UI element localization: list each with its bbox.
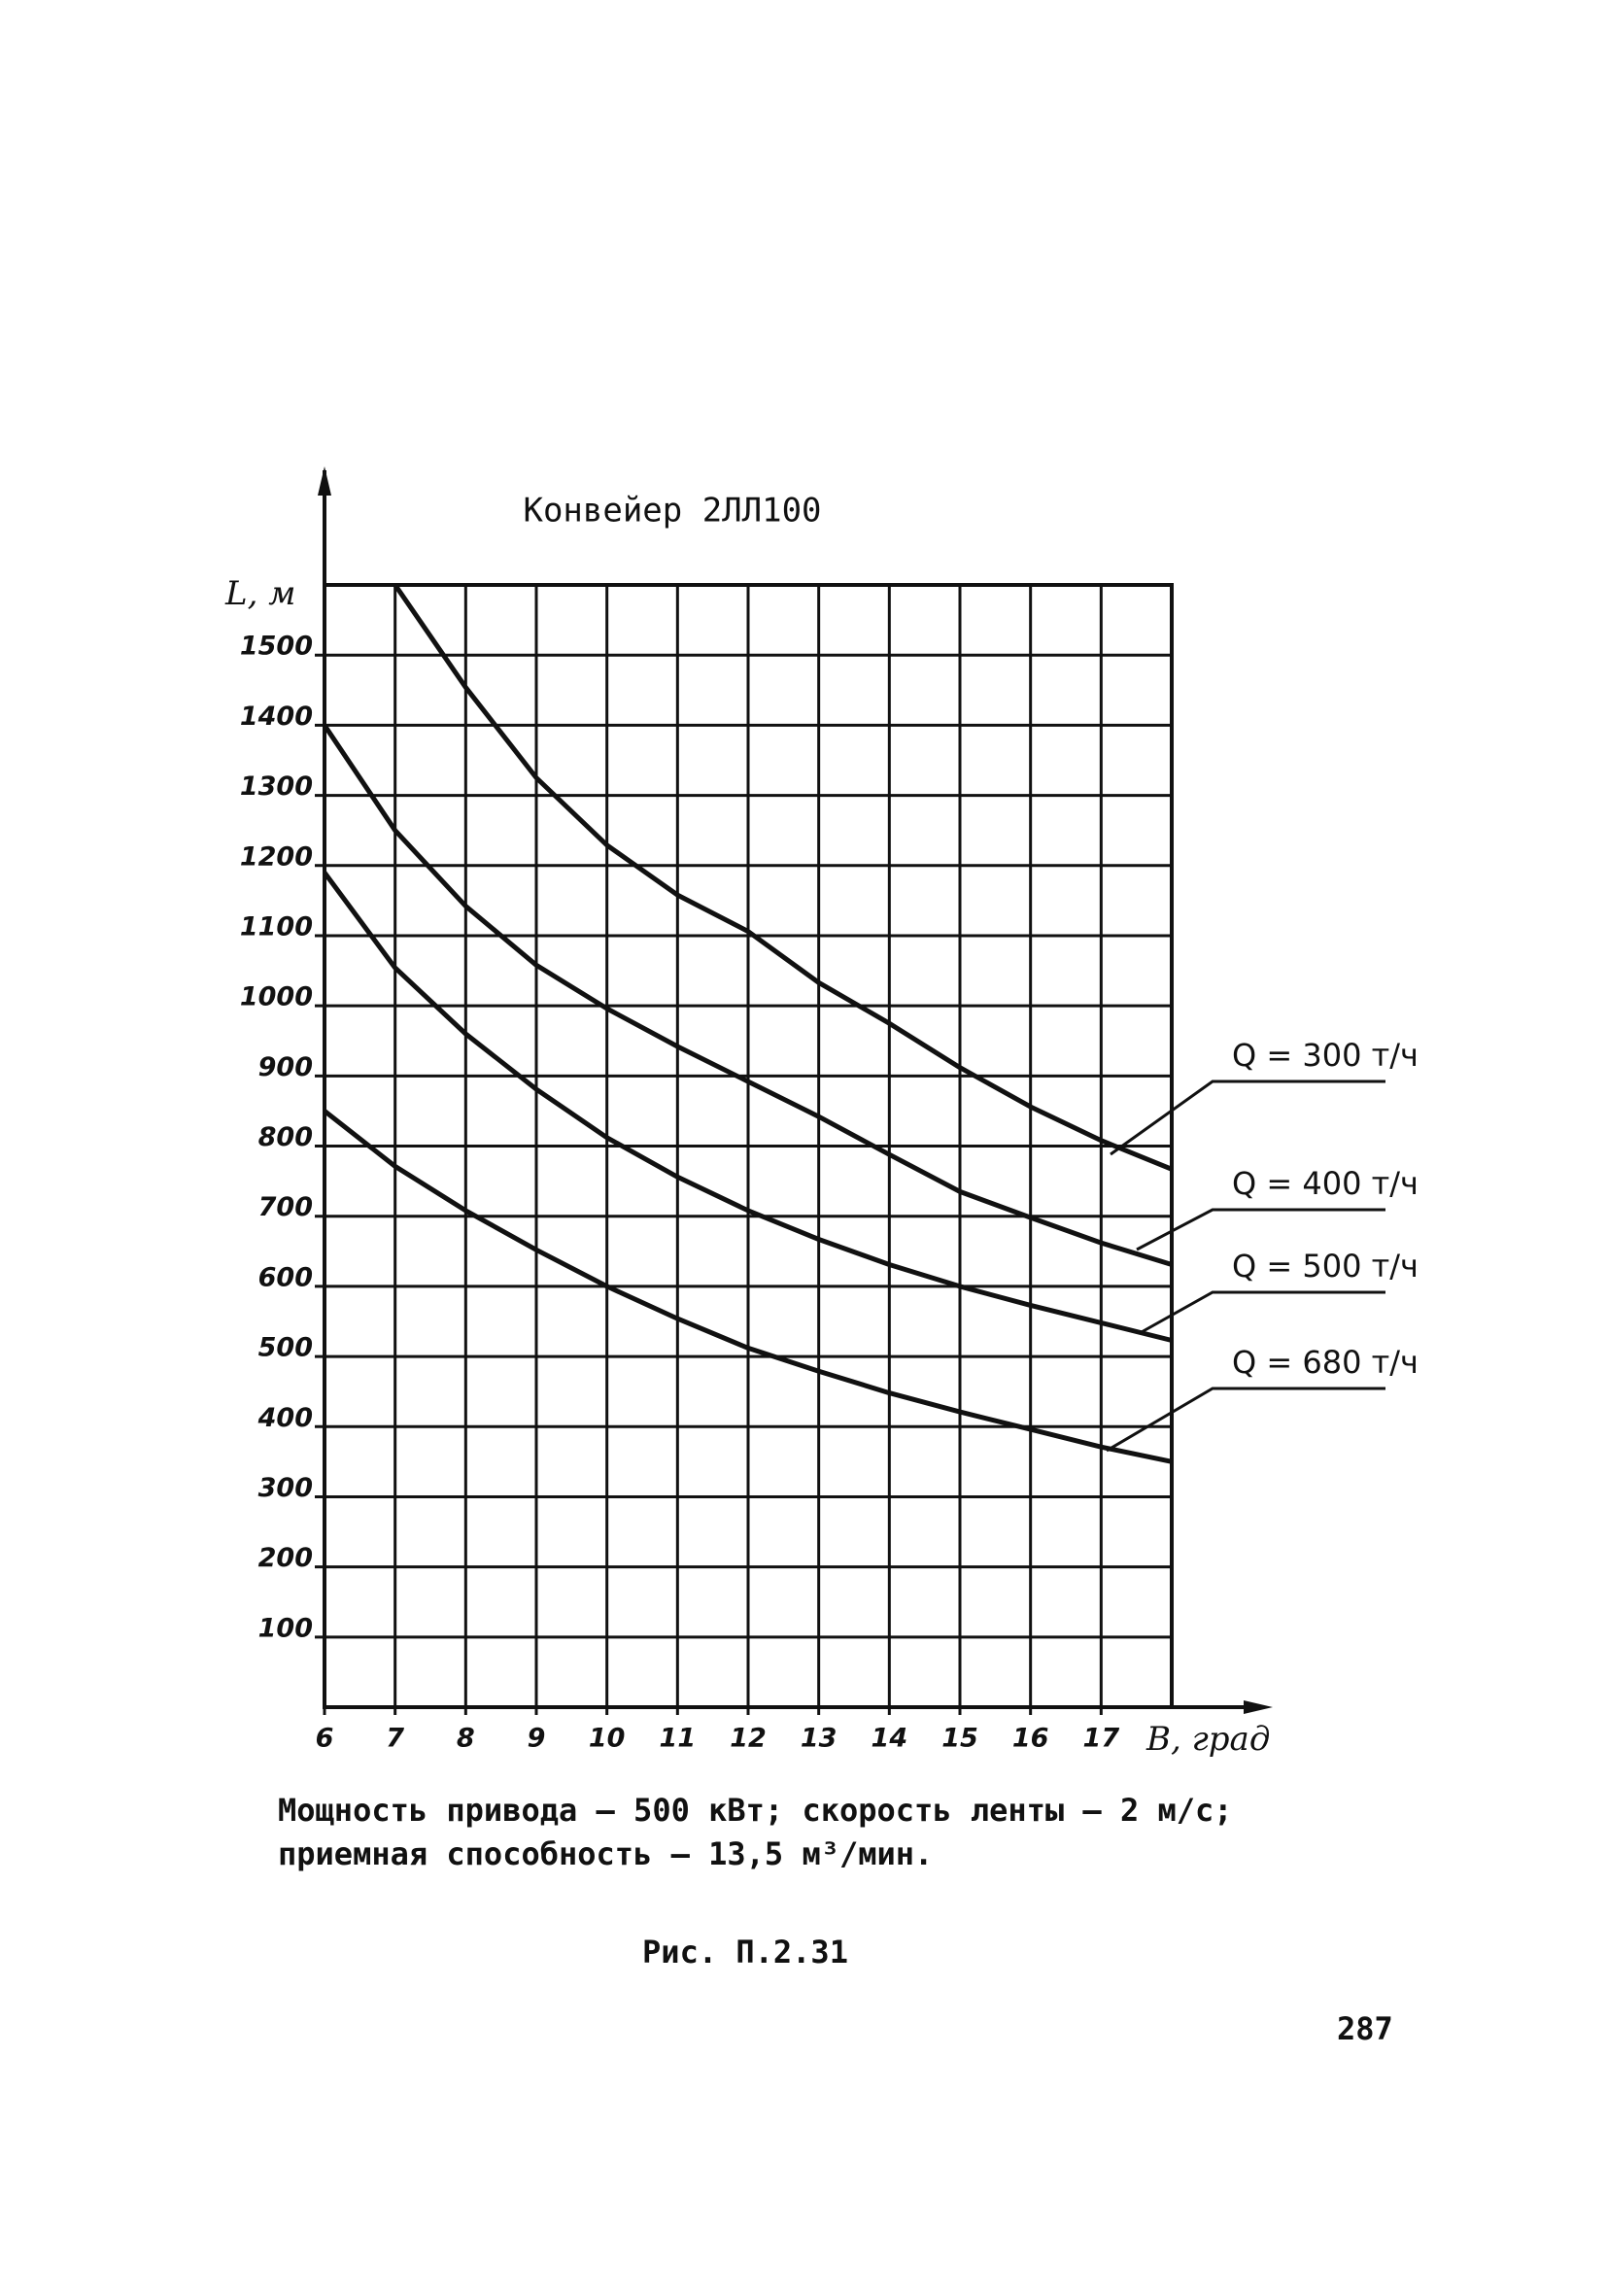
y-axis-label: L, м	[224, 574, 295, 613]
x-axis-label: В, град	[1145, 1720, 1270, 1759]
y-tick-label: 600	[258, 1262, 313, 1292]
x-tick-label: 9	[528, 1724, 546, 1754]
series-line	[323, 1109, 1173, 1464]
caption-line: приемная способность – 13,5 м³/мин.	[278, 1835, 933, 1872]
x-tick-label: 12	[730, 1724, 767, 1754]
y-tick-label: 400	[257, 1403, 313, 1433]
x-tick-label: 8	[457, 1724, 475, 1754]
y-tick-label: 500	[258, 1333, 313, 1363]
x-tick-label: 13	[801, 1724, 838, 1754]
y-tick-label: 1000	[240, 982, 313, 1012]
y-tick-label: 1300	[240, 771, 313, 802]
y-tick-label: 1200	[240, 841, 313, 872]
y-tick-label: 1100	[240, 911, 313, 942]
y-tick-label: 900	[258, 1052, 313, 1082]
y-tick-label: 700	[258, 1192, 313, 1222]
caption-line: Мощность привода – 500 кВт; скорость лен…	[278, 1792, 1233, 1829]
legend-leader	[1110, 1079, 1385, 1156]
x-tick-label: 16	[1012, 1724, 1049, 1754]
y-tick-label: 200	[258, 1543, 313, 1573]
x-tick-label: 15	[941, 1724, 978, 1754]
y-tick-label: 1400	[240, 702, 313, 732]
y-tick-label: 100	[258, 1613, 313, 1643]
figure-label: Рис. П.2.31	[642, 1934, 848, 1970]
legend-label: Q = 500 т/ч	[1232, 1248, 1419, 1285]
y-tick-label: 800	[258, 1122, 313, 1152]
x-tick-label: 10	[589, 1724, 626, 1754]
y-arrow	[318, 466, 331, 496]
legend-leader	[1136, 1208, 1385, 1251]
x-tick-label: 6	[316, 1724, 334, 1754]
legend-leader	[1139, 1290, 1385, 1335]
series-line	[322, 871, 1173, 1343]
series-line	[393, 583, 1173, 1172]
legend-leader	[1106, 1387, 1385, 1453]
x-arrow	[1244, 1700, 1273, 1714]
x-tick-label: 11	[660, 1724, 697, 1754]
legend-label: Q = 300 т/ч	[1232, 1037, 1419, 1074]
x-tick-label: 7	[386, 1724, 404, 1754]
y-tick-label: 300	[258, 1473, 313, 1503]
page-number: 287	[1337, 2010, 1393, 2047]
chart-title: Конвейер 2ЛЛ100	[523, 492, 821, 531]
legend-label: Q = 680 т/ч	[1232, 1344, 1419, 1381]
legend-label: Q = 400 т/ч	[1232, 1165, 1419, 1202]
series-line	[322, 724, 1173, 1267]
x-tick-label: 17	[1083, 1724, 1120, 1754]
y-tick-label: 1500	[240, 632, 313, 662]
x-tick-label: 14	[872, 1724, 908, 1754]
